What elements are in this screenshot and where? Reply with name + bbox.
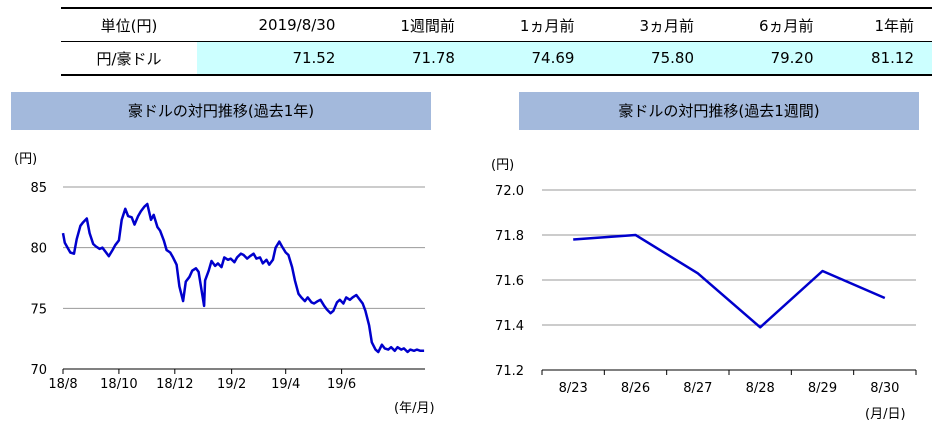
y-tick-label: 85 <box>30 181 47 196</box>
chart-1y-ylabel: (円) <box>14 152 37 167</box>
y-tick-label: 71.4 <box>495 319 524 334</box>
value-1y: 81.12 <box>831 41 932 76</box>
series-line <box>573 233 886 329</box>
x-tick-label: 8/27 <box>683 381 712 396</box>
value-1w: 71.78 <box>353 41 473 76</box>
x-tick-label: 18/8 <box>48 377 77 392</box>
x-tick-label: 19/6 <box>327 377 356 392</box>
value-6m: 79.20 <box>712 41 832 76</box>
header-1y: 1年前 <box>831 7 932 42</box>
y-tick-label: 80 <box>30 242 47 257</box>
x-tick-label: 8/29 <box>808 381 837 396</box>
table-row: 円/豪ドル 71.52 71.78 74.69 75.80 79.20 81.1… <box>61 41 932 76</box>
chart-1y: (円) (年/月) 70 75 80 85 18/8 18/10 18/12 19/2 19/4… <box>14 152 435 416</box>
header-date: 2019/8/30 <box>197 7 354 42</box>
x-tick-label: 19/2 <box>217 377 246 392</box>
value-current: 71.52 <box>197 41 354 76</box>
y-tick-label: 71.2 <box>495 364 524 379</box>
header-1m: 1ヵ月前 <box>472 7 593 42</box>
chart-1y-xlabel: (年/月) <box>394 401 435 416</box>
header-3m: 3ヵ月前 <box>592 7 712 42</box>
chart-1w: (円) (月/日) 71.2 71.4 71.6 71.8 72.0 8/23 8/26 8/… <box>491 158 917 422</box>
x-tick-label: 18/10 <box>100 377 137 392</box>
y-tick-label: 72.0 <box>495 184 524 199</box>
x-tick-label: 8/23 <box>559 381 588 396</box>
header-6m: 6ヵ月前 <box>712 7 832 42</box>
y-tick-label: 71.8 <box>495 229 524 244</box>
x-tick-label: 19/4 <box>271 377 300 392</box>
x-tick-label: 8/28 <box>746 381 775 396</box>
y-tick-label: 70 <box>30 363 47 378</box>
chart-1w-ylabel: (円) <box>491 158 514 173</box>
chart-1w-title: 豪ドルの対円推移(過去1週間) <box>519 92 919 130</box>
rate-table: 単位(円) 2019/8/30 1週間前 1ヵ月前 3ヵ月前 6ヵ月前 1年前 … <box>61 7 932 76</box>
header-1w: 1週間前 <box>353 7 473 42</box>
x-tick-label: 8/26 <box>621 381 650 396</box>
x-tick-label: 8/30 <box>870 381 899 396</box>
y-tick-label: 71.6 <box>495 274 524 289</box>
chart-1w-xlabel: (月/日) <box>865 407 906 422</box>
value-3m: 75.80 <box>592 41 712 76</box>
chart-1y-title: 豪ドルの対円推移(過去1年) <box>11 92 431 130</box>
row-label: 円/豪ドル <box>61 41 197 76</box>
series-line <box>61 202 425 354</box>
table-header-row: 単位(円) 2019/8/30 1週間前 1ヵ月前 3ヵ月前 6ヵ月前 1年前 <box>61 7 932 42</box>
y-tick-label: 75 <box>30 302 47 317</box>
header-unit: 単位(円) <box>61 7 197 42</box>
x-tick-label: 18/12 <box>156 377 193 392</box>
value-1m: 74.69 <box>472 41 593 76</box>
